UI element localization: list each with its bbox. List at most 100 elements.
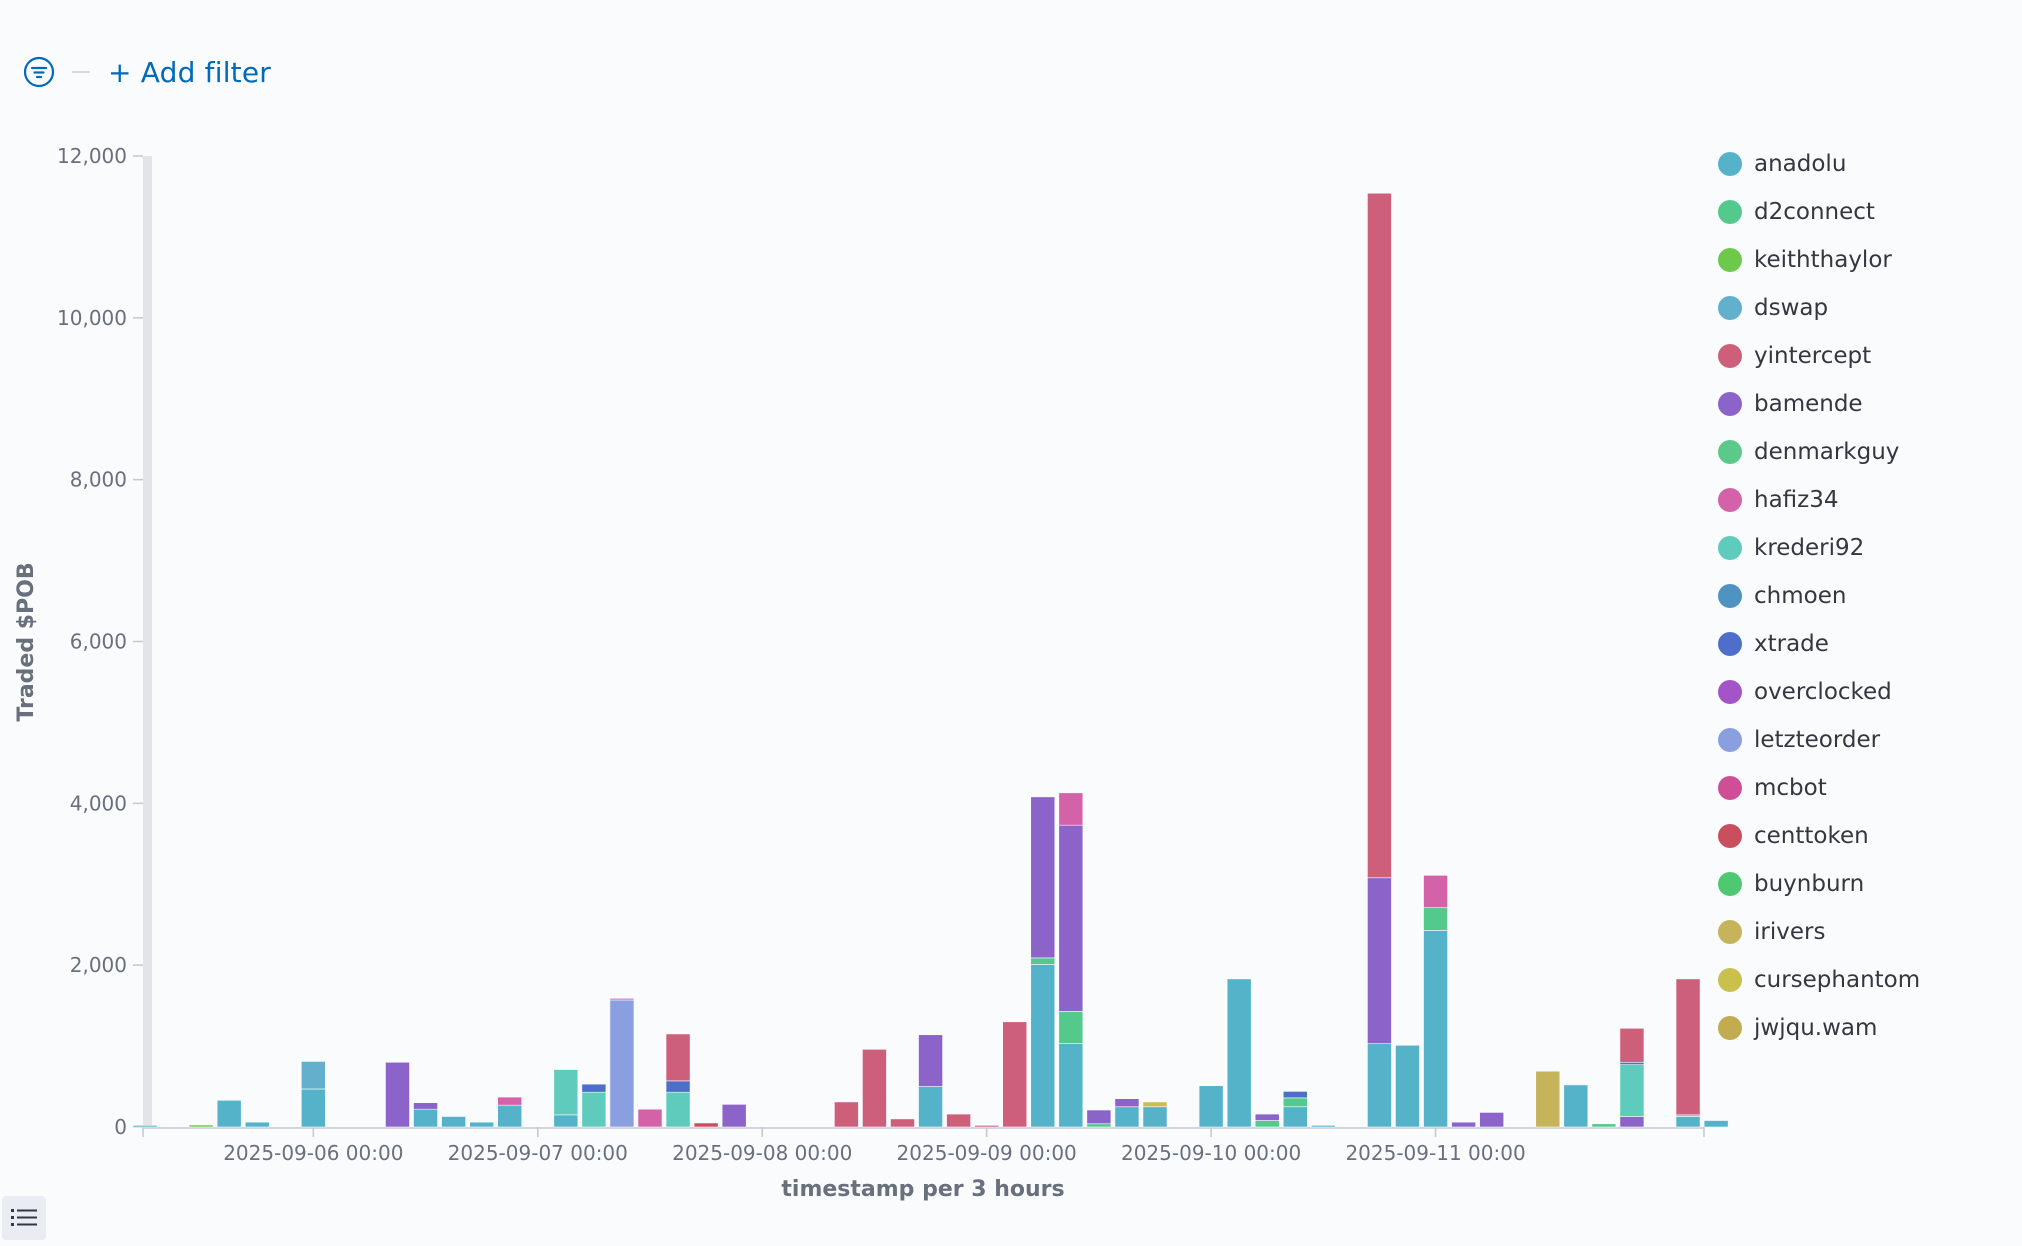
bar-segment-anadolu[interactable] [1058, 1043, 1084, 1128]
bar-stack[interactable] [1367, 192, 1392, 1128]
bar-segment-anadolu[interactable] [132, 1125, 158, 1128]
bar-stack[interactable] [862, 1049, 887, 1128]
bar-stack[interactable] [918, 1034, 943, 1128]
bar-segment-bamende[interactable] [1086, 1109, 1112, 1125]
bar-stack[interactable] [244, 1121, 270, 1128]
legend-item-centtoken[interactable]: centtoken [1718, 812, 2018, 860]
bar-stack[interactable] [553, 1069, 579, 1128]
legend-item-overclocked[interactable]: overclocked [1718, 668, 2018, 716]
legend-item-d2connect[interactable]: d2connect [1718, 188, 2018, 236]
bar-stack[interactable] [1030, 796, 1056, 1128]
bar-stack[interactable] [946, 1113, 971, 1128]
bar-segment-krederi92[interactable] [1619, 1064, 1645, 1117]
bar-stack[interactable] [1198, 1085, 1224, 1128]
bar-segment-d2connect[interactable] [1591, 1123, 1617, 1128]
bar-stack[interactable] [1086, 1109, 1112, 1128]
legend-item-mcbot[interactable]: mcbot [1718, 764, 2018, 812]
bar-stack[interactable] [188, 1124, 214, 1128]
bar-segment-yintercept[interactable] [665, 1033, 691, 1082]
bar-segment-xtrade[interactable] [1282, 1091, 1308, 1099]
bar-segment-anadolu[interactable] [1282, 1106, 1308, 1128]
bar-segment-dswap[interactable] [301, 1061, 326, 1090]
bar-stack[interactable] [1563, 1084, 1589, 1128]
bar-segment-bamende[interactable] [918, 1034, 943, 1087]
bar-stack[interactable] [497, 1096, 523, 1128]
bar-segment-keiththaylor[interactable] [188, 1124, 214, 1128]
bar-stack[interactable] [1675, 978, 1701, 1128]
bar-segment-xtrade[interactable] [665, 1080, 691, 1093]
bar-segment-xtrade[interactable] [1619, 1061, 1645, 1065]
bar-segment-anadolu[interactable] [1423, 930, 1448, 1128]
bar-segment-anadolu[interactable] [1226, 978, 1252, 1128]
bar-stack[interactable] [834, 1101, 859, 1128]
bar-stack[interactable] [1002, 1021, 1028, 1128]
bar-stack[interactable] [890, 1118, 915, 1128]
legend-item-jwjqu-wam[interactable]: jwjqu.wam [1718, 1004, 2018, 1052]
bar-segment-anadolu[interactable] [497, 1104, 523, 1128]
bar-segment-yintercept[interactable] [946, 1113, 971, 1128]
bar-segment-bamende[interactable] [1479, 1112, 1504, 1128]
bar-stack[interactable] [216, 1099, 242, 1128]
bar-segment-irivers[interactable] [1535, 1070, 1561, 1128]
bar-segment-anadolu[interactable] [1311, 1125, 1336, 1128]
bar-stack[interactable] [1395, 1044, 1420, 1128]
add-filter-button[interactable]: + Add filter [108, 55, 272, 89]
bar-segment-letzteorder[interactable] [609, 999, 635, 1128]
legend-item-chmoen[interactable]: chmoen [1718, 572, 2018, 620]
legend-item-anadolu[interactable]: anadolu [1718, 140, 2018, 188]
bar-stack[interactable] [1423, 875, 1448, 1128]
legend-item-keiththaylor[interactable]: keiththaylor [1718, 236, 2018, 284]
bar-stack[interactable] [974, 1125, 999, 1128]
bar-segment-bamende[interactable] [721, 1104, 747, 1128]
bar-stack[interactable] [132, 1125, 158, 1128]
bar-stack[interactable] [1142, 1101, 1168, 1128]
bar-segment-yintercept[interactable] [890, 1118, 915, 1128]
bar-segment-centtoken[interactable] [693, 1122, 719, 1128]
bar-segment-hafiz34[interactable] [609, 998, 635, 1001]
legend-item-dswap[interactable]: dswap [1718, 284, 2018, 332]
bar-stack[interactable] [1619, 1027, 1645, 1128]
bar-stack[interactable] [693, 1122, 719, 1128]
legend-item-cursephantom[interactable]: cursephantom [1718, 956, 2018, 1004]
bar-segment-yintercept[interactable] [1619, 1027, 1645, 1063]
bar-segment-anadolu[interactable] [1675, 1116, 1701, 1128]
bar-stack[interactable] [1114, 1098, 1140, 1128]
bar-segment-anadolu[interactable] [1114, 1106, 1140, 1128]
legend-item-xtrade[interactable]: xtrade [1718, 620, 2018, 668]
legend-item-bamende[interactable]: bamende [1718, 380, 2018, 428]
bar-segment-anadolu[interactable] [469, 1121, 494, 1128]
bar-segment-bamende[interactable] [1114, 1098, 1140, 1108]
filter-options-button[interactable] [22, 55, 56, 89]
bar-segment-hafiz34[interactable] [637, 1108, 663, 1128]
bar-segment-yintercept[interactable] [1675, 978, 1701, 1116]
legend-item-yintercept[interactable]: yintercept [1718, 332, 2018, 380]
bar-segment-bamende[interactable] [1451, 1121, 1476, 1128]
bar-segment-yintercept[interactable] [1002, 1021, 1028, 1128]
bar-segment-d2connect[interactable] [1254, 1120, 1280, 1128]
bar-stack[interactable] [469, 1121, 494, 1128]
legend-item-denmarkguy[interactable]: denmarkguy [1718, 428, 2018, 476]
bar-stack[interactable] [1479, 1112, 1504, 1128]
bar-segment-anadolu[interactable] [216, 1099, 242, 1128]
bar-stack[interactable] [413, 1102, 438, 1128]
legend-item-krederi92[interactable]: krederi92 [1718, 524, 2018, 572]
bar-stack[interactable] [665, 1033, 691, 1128]
bar-segment-d2connect[interactable] [1030, 957, 1056, 965]
bar-segment-anadolu[interactable] [1703, 1120, 1729, 1128]
bar-stack[interactable] [441, 1116, 466, 1128]
bar-segment-d2connect[interactable] [1282, 1097, 1308, 1108]
bar-segment-anadolu[interactable] [441, 1116, 466, 1128]
bar-segment-krederi92[interactable] [581, 1091, 607, 1128]
bar-stack[interactable] [1451, 1121, 1476, 1128]
bar-stack[interactable] [1282, 1091, 1308, 1128]
bar-segment-bamende[interactable] [1030, 796, 1056, 959]
bar-segment-bamende[interactable] [1058, 824, 1084, 1012]
bar-stack[interactable] [609, 998, 635, 1128]
bar-segment-krederi92[interactable] [665, 1091, 691, 1128]
bar-segment-anadolu[interactable] [244, 1121, 270, 1128]
legend-toggle-button[interactable] [2, 1196, 46, 1240]
bar-stack[interactable] [385, 1061, 410, 1128]
bar-segment-anadolu[interactable] [918, 1086, 943, 1128]
legend-item-irivers[interactable]: irivers [1718, 908, 2018, 956]
bar-segment-anadolu[interactable] [1030, 964, 1056, 1128]
